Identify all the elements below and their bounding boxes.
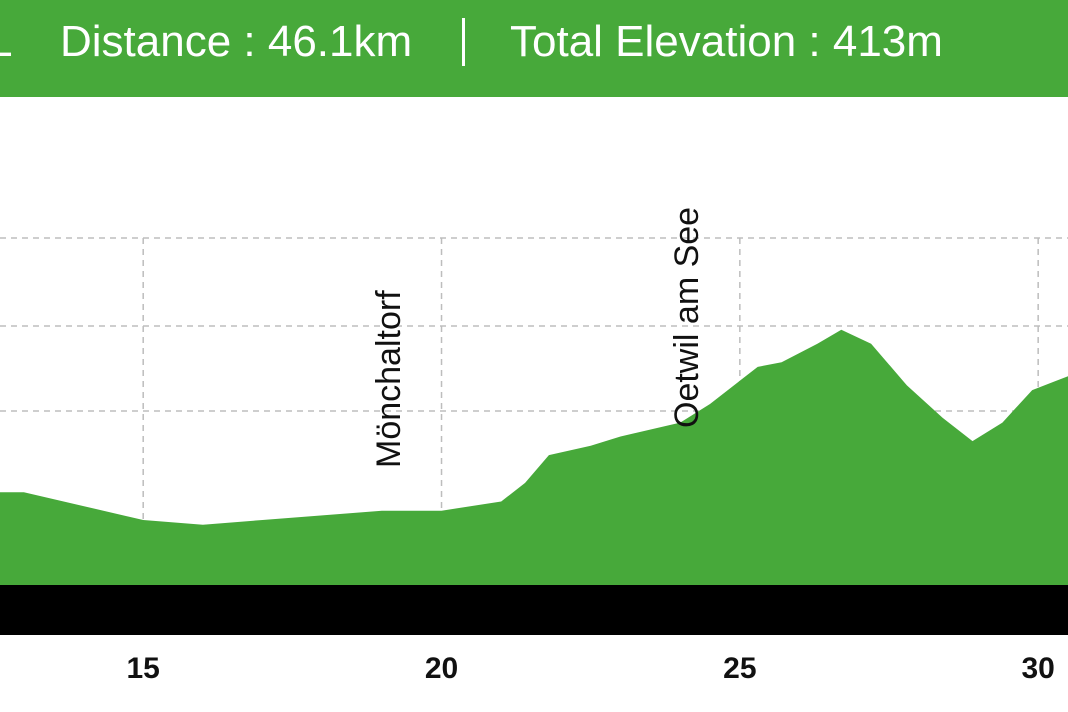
x-axis-ticks: 15 20 25 30 (127, 652, 1055, 685)
x-tick-label-15: 15 (127, 652, 160, 685)
stats-header: L Distance : 46.1km Total Elevation : 41… (0, 0, 1068, 97)
place-label-oetwil-am-see: Oetwil am See (668, 207, 706, 428)
stats-separator (462, 18, 465, 66)
elevation-stat: Total Elevation : 413m (510, 17, 943, 66)
elevation-area (0, 329, 1068, 585)
header-partial-text: L (0, 17, 13, 66)
chart-baseline-bar (0, 585, 1068, 635)
place-annotations: Mönchaltorf Oetwil am See (370, 207, 706, 468)
place-label-m-nchaltorf: Mönchaltorf (370, 290, 408, 468)
x-tick-label-30: 30 (1021, 652, 1054, 685)
distance-stat: Distance : 46.1km (60, 17, 413, 66)
x-tick-label-20: 20 (425, 652, 458, 685)
x-tick-label-25: 25 (723, 652, 756, 685)
